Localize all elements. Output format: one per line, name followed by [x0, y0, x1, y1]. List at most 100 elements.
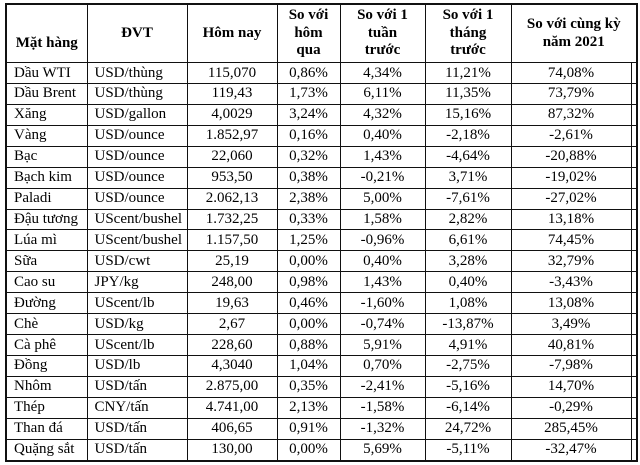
cell-vs-week: -0,21% [339, 166, 426, 189]
cell-vs-2021: -2,61% [510, 124, 632, 147]
cell-vs-month: 11,21% [424, 62, 512, 84]
cell-vs-week: 1,43% [339, 145, 426, 168]
cell-vs-2021: -19,02% [510, 166, 632, 189]
filler-cell [630, 166, 638, 189]
cell-unit: USD/tấn [86, 438, 188, 462]
cell-vs-month: 11,35% [424, 82, 512, 105]
cell-commodity: Cà phê [5, 334, 88, 356]
cell-commodity: Chè [5, 313, 88, 336]
filler-cell [630, 62, 638, 84]
cell-vs-2021: 13,08% [510, 292, 632, 315]
cell-vs-week: 4,34% [339, 62, 426, 84]
cell-vs-2021: 40,81% [510, 334, 632, 356]
cell-today: 19,63 [186, 292, 278, 315]
cell-vs-month: 3,71% [424, 166, 512, 189]
filler-cell [630, 187, 638, 210]
cell-vs-month: -5,16% [424, 375, 512, 398]
cell-today: 406,65 [186, 417, 278, 440]
cell-vs-month: 4,91% [424, 334, 512, 356]
cell-vs-week: -1,32% [339, 417, 426, 440]
filler-cell [630, 250, 638, 273]
cell-vs-week: -2,41% [339, 375, 426, 398]
table-row: Đường UScent/lb 19,63 0,46% -1,60% 1,08% 13,08… [5, 292, 638, 315]
cell-commodity: Cao su [5, 271, 88, 294]
cell-vs-week: -1,58% [339, 396, 426, 419]
filler-cell [630, 229, 638, 252]
table-body: Dầu WTI USD/thùng 115,070 0,86% 4,34% 11,21% 7… [5, 62, 638, 462]
cell-today: 1.852,97 [186, 124, 278, 147]
cell-commodity: Đường [5, 292, 88, 315]
filler-cell [630, 334, 638, 356]
cell-today: 4,0029 [186, 103, 278, 126]
cell-vs-month: 3,28% [424, 250, 512, 273]
cell-vs-week: 5,69% [339, 438, 426, 462]
cell-vs-yesterday: 0,38% [276, 166, 341, 189]
cell-vs-week: -0,74% [339, 313, 426, 336]
cell-unit: USD/kg [86, 313, 188, 336]
cell-vs-month: -7,61% [424, 187, 512, 210]
cell-unit: USD/tấn [86, 375, 188, 398]
cell-vs-month: -5,11% [424, 438, 512, 462]
cell-vs-2021: 74,45% [510, 229, 632, 252]
cell-today: 953,50 [186, 166, 278, 189]
cell-commodity: Quặng sắt [5, 438, 88, 462]
cell-unit: USD/tấn [86, 417, 188, 440]
cell-today: 2.875,00 [186, 375, 278, 398]
cell-today: 115,070 [186, 62, 278, 84]
filler-cell [630, 313, 638, 336]
filler-cell [630, 271, 638, 294]
cell-vs-2021: -0,29% [510, 396, 632, 419]
cell-vs-week: 5,91% [339, 334, 426, 356]
cell-vs-month: 24,72% [424, 417, 512, 440]
cell-commodity: Bạc [5, 145, 88, 168]
cell-vs-week: 1,58% [339, 208, 426, 231]
table-row: Than đá USD/tấn 406,65 0,91% -1,32% 24,72% 285… [5, 417, 638, 440]
cell-unit: USD/ounce [86, 166, 188, 189]
cell-vs-month: 6,61% [424, 229, 512, 252]
cell-unit: USD/ounce [86, 187, 188, 210]
cell-vs-month: -4,64% [424, 145, 512, 168]
cell-unit: CNY/tấn [86, 396, 188, 419]
filler-cell [630, 354, 638, 377]
cell-vs-yesterday: 0,00% [276, 250, 341, 273]
table-row: Cà phê UScent/lb 228,60 0,88% 5,91% 4,91% 40,8… [5, 334, 638, 356]
cell-vs-yesterday: 3,24% [276, 103, 341, 126]
cell-vs-week: 6,11% [339, 82, 426, 105]
cell-unit: USD/gallon [86, 103, 188, 126]
cell-vs-yesterday: 0,00% [276, 313, 341, 336]
cell-commodity: Dầu WTI [5, 62, 88, 84]
cell-vs-yesterday: 1,25% [276, 229, 341, 252]
table-row: Xăng USD/gallon 4,0029 3,24% 4,32% 15,16% 87,3… [5, 103, 638, 126]
cell-vs-2021: 13,18% [510, 208, 632, 231]
table-row: Vàng USD/ounce 1.852,97 0,16% 0,40% -2,18% -2,… [5, 124, 638, 147]
table-row: Bạc USD/ounce 22,060 0,32% 1,43% -4,64% -20,88… [5, 145, 638, 168]
cell-vs-2021: -20,88% [510, 145, 632, 168]
cell-vs-yesterday: 2,38% [276, 187, 341, 210]
cell-today: 119,43 [186, 82, 278, 105]
table-row: Bạch kim USD/ounce 953,50 0,38% -0,21% 3,71% -… [5, 166, 638, 189]
cell-vs-week: 0,70% [339, 354, 426, 377]
cell-vs-month: -13,87% [424, 313, 512, 336]
table-row: Thép CNY/tấn 4.741,00 2,13% -1,58% -6,14% -0,2… [5, 396, 638, 419]
cell-vs-yesterday: 2,13% [276, 396, 341, 419]
cell-vs-yesterday: 0,46% [276, 292, 341, 315]
filler-cell [630, 103, 638, 126]
column-header-vs-week: So với 1 tuần trước [339, 3, 426, 64]
cell-vs-2021: 73,79% [510, 82, 632, 105]
cell-today: 130,00 [186, 438, 278, 462]
column-header-today: Hôm nay [186, 3, 278, 64]
cell-today: 1.732,25 [186, 208, 278, 231]
column-header-vs-yesterday: So với hôm qua [276, 3, 341, 64]
cell-commodity: Lúa mì [5, 229, 88, 252]
cell-vs-month: -2,18% [424, 124, 512, 147]
column-header-commodity: Mặt hàng [5, 3, 88, 64]
cell-commodity: Paladi [5, 187, 88, 210]
table-row: Cao su JPY/kg 248,00 0,98% 1,43% 0,40% -3,43% [5, 271, 638, 294]
cell-today: 228,60 [186, 334, 278, 356]
cell-vs-yesterday: 0,88% [276, 334, 341, 356]
cell-unit: UScent/bushel [86, 229, 188, 252]
cell-commodity: Vàng [5, 124, 88, 147]
cell-vs-yesterday: 1,04% [276, 354, 341, 377]
cell-vs-week: 0,40% [339, 124, 426, 147]
cell-commodity: Sữa [5, 250, 88, 273]
